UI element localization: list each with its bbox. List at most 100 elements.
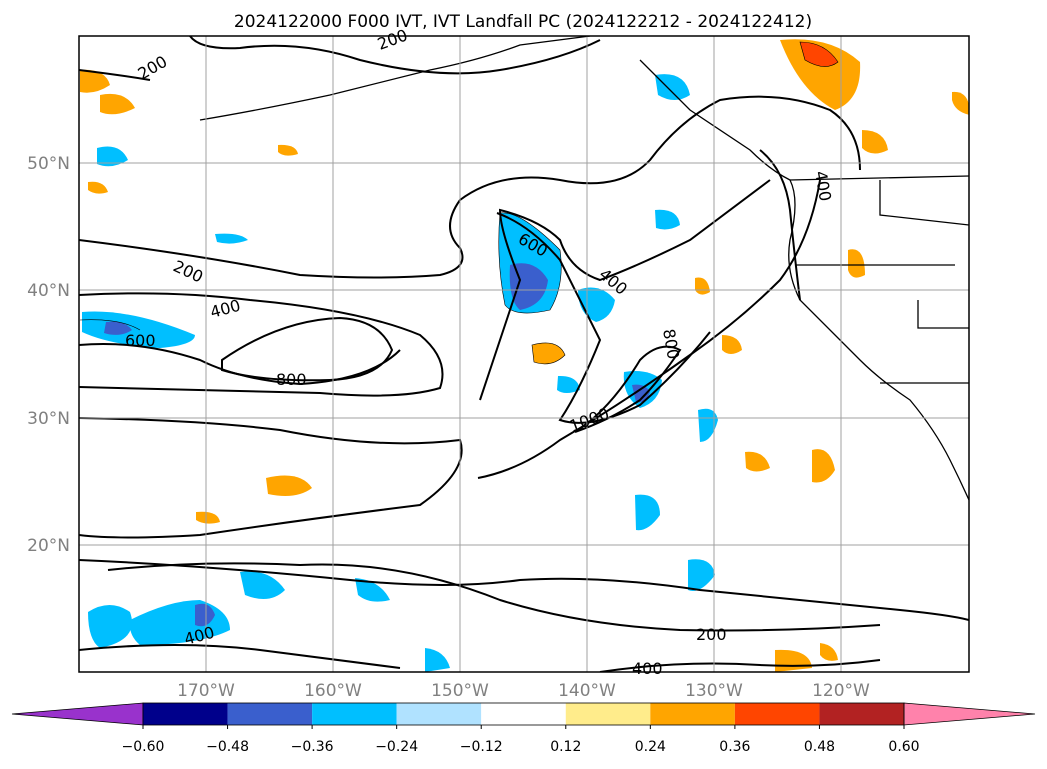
colorbar (11, 702, 1036, 726)
patch-neg (215, 233, 248, 244)
contour-label: 1000 (567, 404, 612, 436)
patch-neg (655, 209, 680, 230)
lat-label: 20°N (27, 536, 70, 556)
figure-title: 2024122000 F000 IVT, IVT Landfall PC (20… (234, 12, 812, 32)
patch-neg (425, 648, 450, 672)
contour-200 (79, 95, 861, 279)
colorbar-bin (481, 703, 566, 725)
colorbar-tick-label: −0.24 (375, 739, 418, 755)
coastline (199, 36, 969, 501)
colorbar-bin (819, 703, 904, 725)
gridlines (79, 36, 969, 672)
lon-label: 130°W (685, 681, 743, 701)
contour-label: 400 (632, 659, 663, 678)
colorbar-tick-label: −0.12 (460, 739, 503, 755)
patch-pos (88, 181, 108, 194)
contour-400 (79, 644, 401, 669)
patch-pos (695, 277, 710, 295)
patch-neg (578, 287, 615, 322)
contour-800 (221, 316, 394, 382)
lon-label: 160°W (304, 681, 362, 701)
patch-pos-strong (800, 42, 838, 67)
patch-pos (745, 451, 770, 472)
patch-neg-strong (195, 603, 215, 627)
colorbar-tick-label: 0.12 (550, 739, 581, 755)
contour-label: 800 (276, 370, 307, 389)
colorbar-tick-label: −0.48 (206, 739, 249, 755)
lat-label: 30°N (27, 409, 70, 429)
patch-neg (240, 571, 285, 599)
lon-label: 170°W (177, 681, 235, 701)
lat-label: 50°N (27, 154, 70, 174)
contour-800 (496, 212, 711, 424)
patch-neg (688, 559, 715, 591)
contour-400 (759, 149, 801, 301)
colorbar-tick-label: −0.60 (122, 739, 165, 755)
patch-pos (722, 335, 742, 354)
lon-labels: 170°W 160°W 150°W 140°W 130°W 120°W (177, 681, 870, 701)
patch-pos (862, 130, 888, 154)
contour-600 (479, 179, 771, 401)
contour-600 (79, 343, 401, 386)
lon-label: 150°W (431, 681, 489, 701)
patch-pos (812, 449, 835, 483)
patch-pos (848, 249, 865, 278)
contour-label: 800 (659, 327, 683, 360)
lon-label: 140°W (558, 681, 616, 701)
colorbar-bin (312, 703, 397, 725)
patch-pos (278, 144, 298, 156)
patch-neg-strong (632, 384, 650, 403)
patch-neg (698, 408, 718, 442)
contour-label: 200 (696, 625, 727, 644)
colorbar-extend-high (903, 702, 1036, 726)
colorbar-tick-label: 0.60 (888, 739, 919, 755)
shaded-patches (80, 39, 969, 672)
colorbar-outline (142, 702, 905, 726)
contour-200 (79, 69, 151, 81)
colorbar-bin (227, 703, 313, 725)
contour-200 (107, 562, 881, 632)
contour-label: 200 (170, 256, 206, 286)
contour-400 (599, 659, 881, 672)
patch-neg-strong (509, 263, 548, 310)
contour-label: 400 (811, 169, 835, 202)
colorbar-ticks: −0.60 −0.48 −0.36 −0.24 −0.12 0.12 0.24 0.36 0.4… (122, 725, 920, 755)
patch-neg (97, 146, 128, 167)
contour-200 (79, 417, 463, 539)
colorbar-bin (734, 703, 820, 725)
map-plot (79, 36, 969, 672)
patch-pos (775, 649, 812, 672)
lat-labels: 50°N 40°N 30°N 20°N (27, 154, 70, 556)
contour-label: 400 (208, 296, 242, 322)
contour-label: 600 (125, 331, 156, 350)
colorbar-tick-label: 0.36 (719, 739, 750, 755)
patch-outlines (79, 41, 839, 365)
map-frame (78, 35, 970, 673)
colorbar-bin (565, 703, 651, 725)
colorbar-tick-label: −0.36 (291, 739, 334, 755)
patch-pos (952, 91, 969, 115)
lon-label: 120°W (812, 681, 870, 701)
patch-neg (655, 74, 690, 100)
colorbar-bin (143, 703, 228, 725)
patch-neg (635, 494, 660, 531)
colorbar-tick-label: 0.48 (804, 739, 835, 755)
contour-200 (79, 559, 969, 621)
patch-neg (557, 375, 580, 393)
patch-pos (266, 475, 312, 496)
contour-1000 (574, 345, 682, 433)
patch-pos (80, 69, 110, 93)
colorbar-extend-low (11, 702, 144, 726)
colorbar-bin (396, 703, 482, 725)
contour-400 (79, 292, 444, 397)
patch-neg-strong (104, 321, 132, 335)
patch-pos (196, 511, 220, 524)
patch-pos (100, 93, 135, 115)
patch-neg (355, 578, 390, 602)
contour-200 (189, 36, 601, 75)
patch-pos (532, 342, 565, 364)
colorbar-bin (650, 703, 735, 725)
patch-pos (820, 643, 838, 661)
